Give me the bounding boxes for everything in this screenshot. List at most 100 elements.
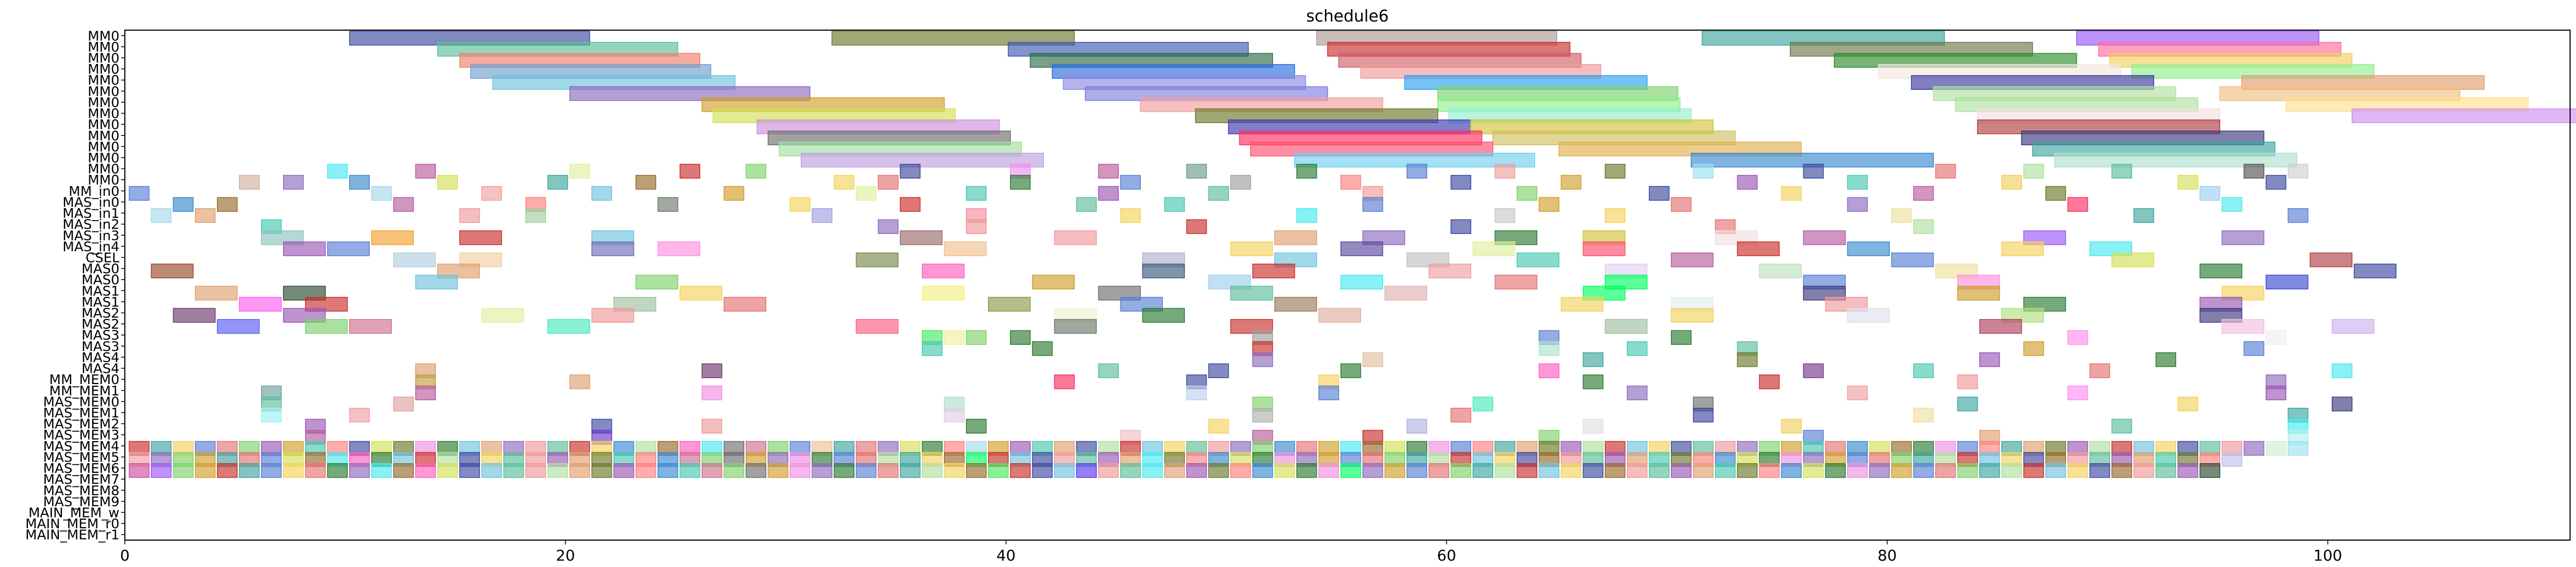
schedule-bar	[1671, 197, 1692, 212]
schedule-bar	[371, 230, 414, 245]
schedule-bar	[1627, 385, 1648, 401]
y-tick-label: MM0	[88, 128, 119, 144]
schedule-bar	[2111, 419, 2133, 434]
y-tick-label: MAS0	[82, 261, 119, 277]
schedule-bar	[1164, 463, 1185, 478]
schedule-bar	[1957, 396, 1978, 412]
schedule-bar	[2133, 463, 2155, 478]
schedule-bar	[1406, 463, 1428, 478]
schedule-bar	[1781, 463, 1802, 478]
schedule-bar	[569, 374, 590, 389]
schedule-bar	[1803, 230, 1846, 245]
y-tick-label: MAS_MEM2	[43, 416, 119, 432]
schedule-bar	[1781, 419, 1802, 434]
y-tick-label: MM_MEM1	[50, 383, 119, 399]
schedule-bar	[2332, 396, 2353, 412]
schedule-bar	[1208, 463, 1229, 478]
schedule-bar	[1450, 175, 1471, 190]
schedule-bar	[2067, 463, 2088, 478]
schedule-bar	[701, 363, 723, 378]
schedule-bar	[569, 463, 590, 478]
x-tick-label: 0	[120, 547, 130, 564]
schedule-bar	[1913, 408, 1934, 423]
schedule-bar	[2243, 164, 2264, 179]
schedule-bar	[1230, 241, 1273, 257]
schedule-bar	[1186, 219, 1207, 234]
schedule-bar	[1516, 252, 1559, 267]
y-tick-label: MAS_MEM4	[43, 438, 119, 454]
schedule-bar	[1913, 363, 1934, 378]
schedule-bar	[1692, 463, 1714, 478]
schedule-bar	[2199, 463, 2220, 478]
schedule-bar	[393, 252, 436, 267]
schedule-bar	[2221, 452, 2242, 467]
schedule-bar	[1913, 219, 1934, 234]
schedule-bar	[327, 241, 370, 257]
schedule-bar	[2332, 319, 2375, 334]
schedule-bar	[1428, 463, 1450, 478]
schedule-bar	[1472, 463, 1493, 478]
schedule-bar	[1494, 208, 1515, 223]
schedule-bar	[1010, 463, 1031, 478]
y-tick-label: MM0	[88, 61, 119, 77]
schedule-bar	[657, 463, 679, 478]
schedule-bar	[1296, 164, 1317, 179]
schedule-bar	[1098, 186, 1119, 201]
schedule-bar	[878, 219, 899, 234]
schedule-bar	[327, 164, 348, 179]
schedule-bar	[2023, 463, 2044, 478]
schedule-bar	[1296, 463, 1317, 478]
schedule-bar	[2177, 463, 2198, 478]
schedule-bar	[1186, 164, 1207, 179]
schedule-bar	[2332, 363, 2353, 378]
schedule-bar	[944, 463, 965, 478]
y-tick-label: MM0	[88, 150, 119, 166]
y-tick-label: MAS2	[82, 306, 119, 321]
schedule-bar	[195, 208, 216, 223]
schedule-bar	[1230, 463, 1251, 478]
schedule-bar	[922, 264, 965, 279]
schedule-bar	[2199, 186, 2220, 201]
schedule-bar	[1340, 274, 1384, 289]
schedule-bar	[1252, 408, 1273, 423]
schedule-bar	[437, 463, 458, 478]
schedule-bar	[525, 463, 546, 478]
schedule-bar	[922, 463, 943, 478]
schedule-bar	[1340, 363, 1361, 378]
schedule-bar	[1362, 230, 1406, 245]
schedule-bar	[1362, 463, 1384, 478]
schedule-bar	[459, 208, 480, 223]
schedule-bar	[767, 463, 788, 478]
schedule-bar	[2111, 164, 2133, 179]
y-tick-label: MAS2	[82, 316, 119, 332]
schedule-bar	[305, 296, 348, 312]
schedule-bar	[1032, 274, 1075, 289]
schedule-bar	[1538, 341, 1559, 356]
schedule-bar	[2310, 252, 2353, 267]
schedule-bar	[878, 175, 899, 190]
schedule-bar	[1671, 330, 1692, 345]
schedule-bar	[1847, 308, 1890, 323]
schedule-bar	[2001, 463, 2022, 478]
x-tick-label: 20	[556, 547, 575, 564]
schedule-bar	[1142, 264, 1185, 279]
schedule-bar	[2067, 385, 2088, 401]
schedule-bar	[1076, 463, 1097, 478]
schedule-bar	[503, 463, 524, 478]
schedule-bar	[1737, 175, 1758, 190]
y-tick-label: MM0	[88, 117, 119, 132]
schedule-bar	[856, 252, 899, 267]
schedule-bar	[2155, 463, 2176, 478]
schedule-bar	[789, 463, 810, 478]
schedule-bar	[789, 197, 810, 212]
schedule-bar	[1825, 296, 1868, 312]
schedule-bar	[1605, 208, 1626, 223]
schedule-bar	[856, 186, 877, 201]
y-tick-label: MAIN_MEM_r0	[25, 516, 119, 531]
schedule-bar	[2111, 252, 2155, 267]
schedule-bar	[151, 264, 194, 279]
schedule-bar	[525, 208, 546, 223]
schedule-bar	[944, 241, 987, 257]
schedule-bar	[1340, 175, 1361, 190]
schedule-bars	[129, 31, 2576, 478]
